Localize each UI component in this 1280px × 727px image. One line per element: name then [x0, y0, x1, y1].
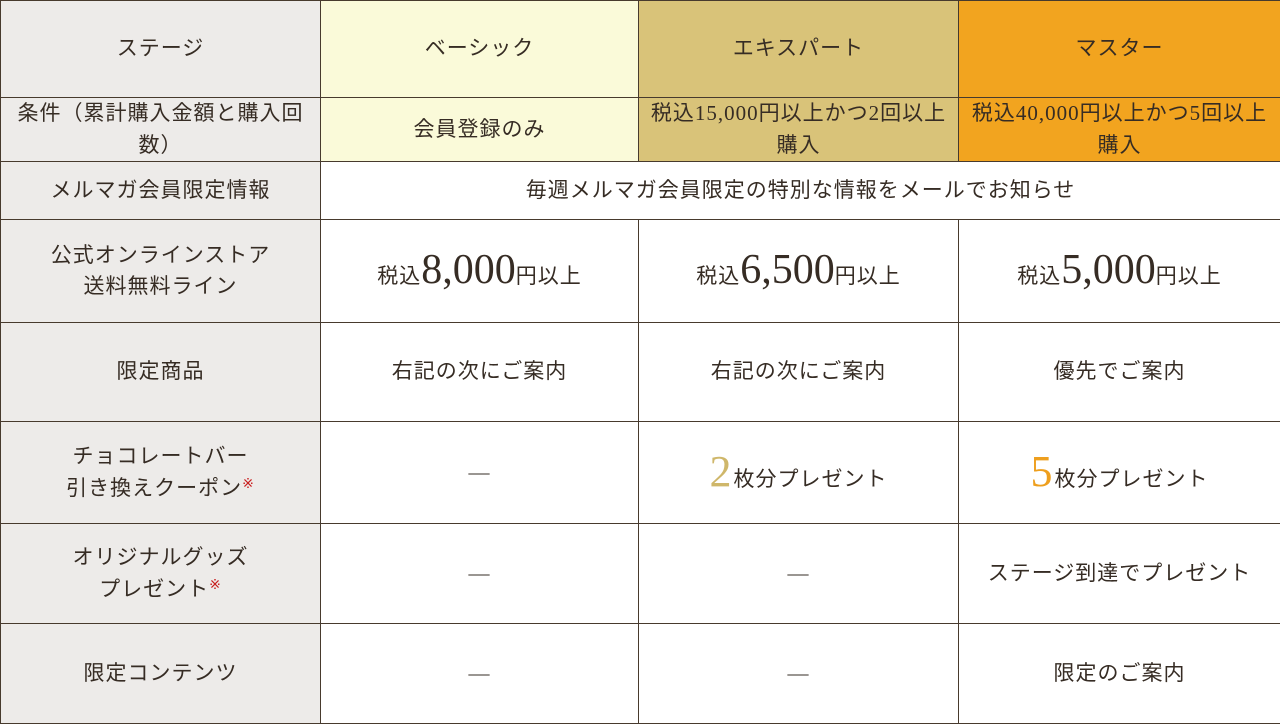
chocolate-coupon-expert: 2枚分プレゼント: [638, 421, 959, 524]
free-shipping-expert: 税込6,500円以上: [638, 219, 959, 323]
note-asterisk: ※: [242, 476, 255, 492]
chocolate-coupon-label: チョコレートバー 引き換えクーポン※: [0, 421, 321, 524]
newsletter-value: 毎週メルマガ会員限定の特別な情報をメールでお知らせ: [320, 161, 1280, 220]
coupon-count: 2: [709, 446, 732, 496]
row-original-goods: オリジナルグッズ プレゼント※ — — ステージ到達でプレゼント: [0, 523, 1280, 624]
original-goods-label-line2: プレゼント※: [5, 574, 316, 606]
limited-products-basic: 右記の次にご案内: [320, 322, 639, 422]
price-prefix: 税込: [377, 264, 422, 289]
original-goods-label-line1: オリジナルグッズ: [72, 545, 249, 569]
price-amount: 5,000: [1061, 247, 1156, 294]
tier-header-basic: ベーシック: [320, 0, 639, 98]
newsletter-label: メルマガ会員限定情報: [0, 161, 321, 220]
free-shipping-label-line2: 送料無料ライン: [83, 274, 238, 298]
original-goods-expert: —: [638, 523, 959, 624]
free-shipping-master: 税込5,000円以上: [958, 219, 1280, 323]
limited-content-label: 限定コンテンツ: [0, 623, 321, 724]
note-asterisk: ※: [209, 577, 222, 593]
conditions-expert: 税込15,000円以上かつ2回以上購入: [638, 97, 959, 162]
row-conditions: 条件（累計購入金額と購入回数） 会員登録のみ 税込15,000円以上かつ2回以上…: [0, 97, 1280, 162]
chocolate-coupon-label-line2: 引き換えクーポン※: [5, 473, 316, 505]
row-free-shipping: 公式オンラインストア 送料無料ライン 税込8,000円以上 税込6,500円以上…: [0, 219, 1280, 323]
original-goods-label-text: プレゼント: [99, 576, 210, 601]
original-goods-label: オリジナルグッズ プレゼント※: [0, 523, 321, 624]
limited-products-expert: 右記の次にご案内: [638, 322, 959, 422]
coupon-count: 5: [1030, 446, 1053, 496]
limited-products-master: 優先でご案内: [958, 322, 1280, 422]
limited-content-expert: —: [638, 623, 959, 724]
row-limited-content: 限定コンテンツ — — 限定のご案内: [0, 623, 1280, 724]
free-shipping-basic: 税込8,000円以上: [320, 219, 639, 323]
price-suffix: 円以上: [515, 264, 582, 289]
limited-products-label: 限定商品: [0, 322, 321, 422]
price-prefix: 税込: [1017, 264, 1062, 289]
free-shipping-label-line1: 公式オンラインストア: [50, 242, 271, 267]
conditions-master: 税込40,000円以上かつ5回以上購入: [958, 97, 1280, 162]
chocolate-coupon-label-line1: チョコレートバー: [72, 444, 249, 468]
coupon-suffix: 枚分プレゼント: [1054, 466, 1209, 491]
free-shipping-label: 公式オンラインストア 送料無料ライン: [0, 219, 321, 323]
coupon-suffix: 枚分プレゼント: [733, 466, 888, 491]
row-chocolate-coupon: チョコレートバー 引き換えクーポン※ — 2枚分プレゼント 5枚分プレゼント: [0, 421, 1280, 524]
price-amount: 6,500: [740, 247, 835, 294]
price-suffix: 円以上: [1155, 264, 1222, 289]
tier-header-master: マスター: [958, 0, 1280, 98]
price-prefix: 税込: [696, 264, 741, 289]
tier-header-expert: エキスパート: [638, 0, 959, 98]
conditions-label: 条件（累計購入金額と購入回数）: [0, 97, 321, 162]
conditions-basic: 会員登録のみ: [320, 97, 639, 162]
chocolate-coupon-basic: —: [320, 421, 639, 524]
stage-header-cell: ステージ: [0, 0, 321, 98]
original-goods-basic: —: [320, 523, 639, 624]
row-newsletter: メルマガ会員限定情報 毎週メルマガ会員限定の特別な情報をメールでお知らせ: [0, 161, 1280, 220]
original-goods-master: ステージ到達でプレゼント: [958, 523, 1280, 624]
chocolate-coupon-label-text: 引き換えクーポン: [66, 475, 243, 500]
limited-content-master: 限定のご案内: [958, 623, 1280, 724]
price-amount: 8,000: [421, 247, 516, 294]
chocolate-coupon-master: 5枚分プレゼント: [958, 421, 1280, 524]
header-row: ステージ ベーシック エキスパート マスター: [0, 0, 1280, 98]
limited-content-basic: —: [320, 623, 639, 724]
price-suffix: 円以上: [834, 264, 901, 289]
row-limited-products: 限定商品 右記の次にご案内 右記の次にご案内 優先でご案内: [0, 322, 1280, 422]
